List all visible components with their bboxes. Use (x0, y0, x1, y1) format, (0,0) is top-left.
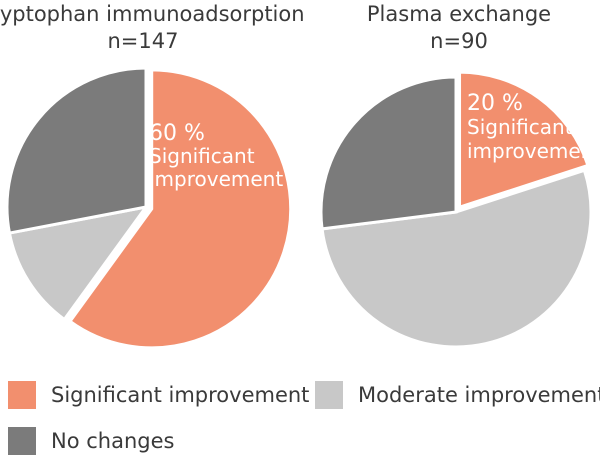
legend-swatch-significant (8, 381, 36, 409)
legend-swatch-no-changes (8, 427, 36, 455)
pie-1-slice-moderate (7, 204, 150, 322)
pie-2-slice-significant (458, 70, 590, 210)
pie-1-subtitle: n=147 (108, 29, 179, 53)
pie-1-group (5, 66, 293, 350)
pie-2-annotation-line1: Significant (467, 115, 573, 139)
legend-item-no-changes: No changes (8, 427, 174, 455)
legend-item-significant: Significant improvement (8, 381, 309, 409)
pie-1-annotation-line1: Significant (149, 144, 255, 168)
legend-swatch-moderate (315, 381, 343, 409)
legend-item-moderate: Moderate improvement (315, 381, 600, 409)
pie-2-slice-moderate (320, 168, 593, 349)
legend-label-significant: Significant improvement (51, 383, 310, 407)
pie-2-annotation-line2: improvement (467, 139, 600, 163)
pie-1-annotation-percent: 60 % (149, 121, 205, 146)
pie-1-title: Tryptophan immunoadsorption (0, 2, 305, 26)
legend-label-no-changes: No changes (51, 429, 175, 453)
pie-1-annotation-line2: improvement (149, 167, 283, 191)
pie-2-title: Plasma exchange (367, 2, 551, 26)
pie-2-subtitle: n=90 (430, 29, 488, 53)
pie-1-slice-significant (67, 68, 293, 350)
legend-label-moderate: Moderate improvement (358, 383, 600, 407)
pie-2-annotation-percent: 20 % (467, 91, 523, 116)
pie-2-group (319, 70, 593, 349)
legend: Significant improvement Moderate improve… (0, 372, 600, 460)
pie-charts: Tryptophan immunoadsorption n=147 60 % S… (0, 2, 600, 350)
pie-2-slice-no-changes (319, 75, 458, 231)
pie-1-slice-no-changes (5, 66, 148, 235)
